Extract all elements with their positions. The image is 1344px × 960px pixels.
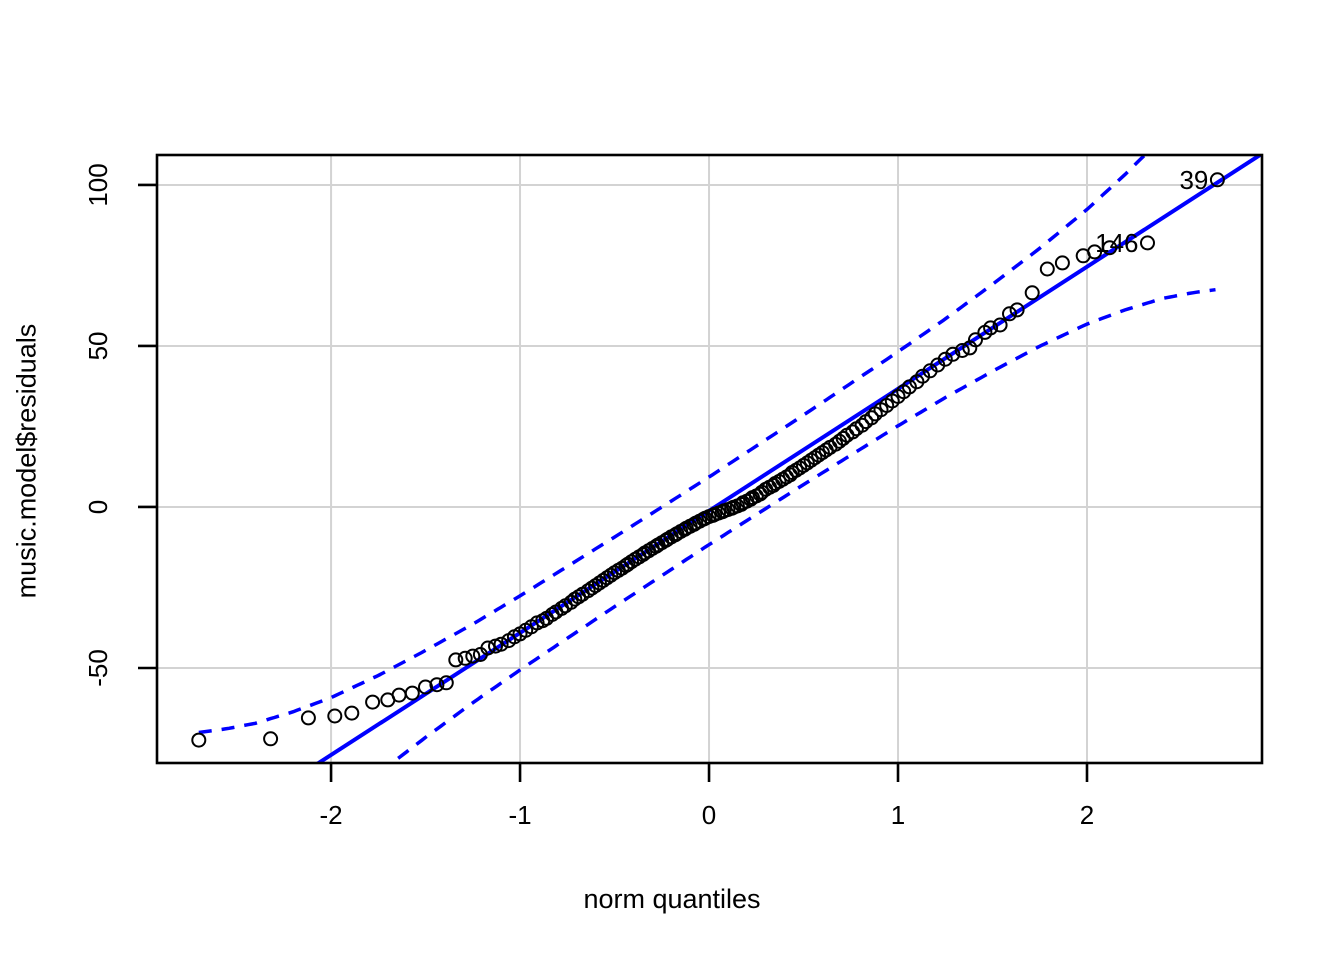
y-axis-tick-label: 0	[83, 500, 113, 514]
data-point	[1039, 261, 1055, 277]
data-point	[480, 640, 496, 656]
data-point	[1054, 255, 1070, 271]
x-axis-tick-label: -2	[319, 800, 342, 830]
data-point	[603, 567, 619, 583]
outlier-label: 146	[1095, 228, 1138, 258]
data-point	[968, 332, 983, 348]
data-point	[983, 320, 999, 336]
data-point	[429, 677, 445, 693]
data-point	[1102, 240, 1118, 256]
data-point	[915, 368, 931, 384]
y-axis-title: music.model$residuals	[11, 323, 42, 599]
data-point	[814, 445, 830, 461]
x-axis-tick-label: -1	[508, 800, 531, 830]
x-axis-tick-label: 1	[891, 800, 905, 830]
data-point	[404, 685, 420, 701]
data-point	[344, 705, 360, 721]
x-axis-tick-label: 0	[702, 800, 716, 830]
data-point	[807, 450, 823, 466]
data-point	[591, 575, 607, 591]
x-axis-title: norm quantiles	[583, 884, 761, 914]
data-point	[493, 636, 509, 652]
data-point	[365, 694, 381, 710]
data-point	[854, 417, 870, 433]
data-point	[864, 410, 880, 426]
data-point	[992, 317, 1008, 333]
y-axis-tick-label: -50	[83, 649, 113, 687]
data-point	[595, 572, 611, 588]
data-point	[588, 578, 604, 594]
data-point	[418, 679, 433, 695]
data-point	[580, 583, 596, 599]
data-point	[792, 460, 808, 476]
data-point	[1009, 302, 1025, 318]
data-point	[754, 484, 770, 500]
confidence-envelope-lower	[389, 287, 1216, 763]
data-point	[465, 648, 481, 664]
data-point	[300, 710, 316, 726]
data-point	[448, 652, 464, 668]
x-axis-tick-label: 2	[1080, 800, 1094, 830]
y-axis-tick-label: 50	[83, 332, 113, 361]
outlier-label: 39	[1179, 165, 1208, 195]
data-point	[191, 732, 207, 748]
data-point	[457, 650, 473, 666]
data-point	[1140, 235, 1155, 251]
data-point	[263, 731, 279, 747]
data-point	[1209, 172, 1225, 188]
data-point	[1024, 285, 1040, 301]
y-axis-tick-label: 100	[83, 163, 113, 206]
confidence-envelope-upper	[198, 155, 1148, 735]
data-point	[937, 351, 953, 367]
data-point	[327, 708, 343, 724]
data-point	[438, 675, 454, 691]
data-point	[901, 379, 917, 395]
data-point	[391, 687, 407, 703]
data-point	[945, 346, 961, 362]
data-point	[954, 343, 970, 358]
data-point	[584, 580, 600, 596]
data-point	[799, 455, 815, 471]
data-point	[803, 452, 819, 468]
data-point	[1087, 244, 1103, 260]
data-point	[620, 556, 636, 572]
data-point	[1002, 306, 1017, 322]
